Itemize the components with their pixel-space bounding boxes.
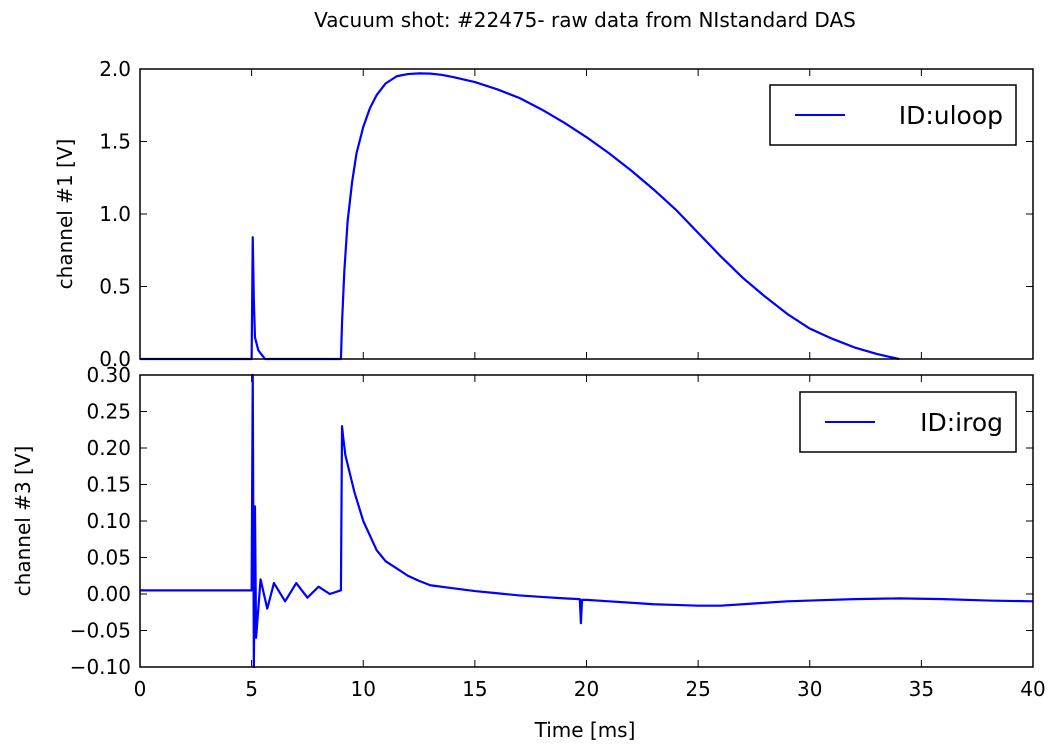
bottom-y-tick-label: 0.15 bbox=[86, 473, 131, 497]
x-tick-label: 35 bbox=[909, 677, 934, 701]
bottom-series-line-0 bbox=[140, 373, 1034, 669]
bottom-legend: ID:irog bbox=[799, 391, 1017, 453]
top-panel: 0.0 0.5 1.0 1.5 2.0 channel #1 [V] ID:uloop bbox=[53, 57, 1034, 371]
top-legend: ID:uloop bbox=[769, 84, 1017, 146]
top-y-axis-label: channel #1 [V] bbox=[53, 139, 77, 290]
bottom-y-tick-label: 0.00 bbox=[86, 582, 131, 606]
top-y-tick-label: 1.5 bbox=[99, 130, 131, 154]
x-tick-label: 5 bbox=[245, 677, 258, 701]
bottom-y-tick-label: 0.05 bbox=[86, 546, 131, 570]
bottom-y-tick-label: −0.05 bbox=[70, 619, 131, 643]
x-tick-label: 10 bbox=[351, 677, 376, 701]
bottom-legend-label: ID:irog bbox=[920, 408, 1003, 437]
x-tick-label: 15 bbox=[462, 677, 487, 701]
top-y-tick-label: 0.0 bbox=[99, 347, 131, 371]
bottom-y-tick-label: 0.20 bbox=[86, 436, 131, 460]
x-tick-label: 40 bbox=[1020, 677, 1045, 701]
x-tick-label: 20 bbox=[574, 677, 599, 701]
bottom-y-tick-label: −0.10 bbox=[70, 655, 131, 679]
top-ticks: 0.0 0.5 1.0 1.5 2.0 bbox=[99, 57, 1034, 371]
x-tick-label: 25 bbox=[685, 677, 710, 701]
bottom-ticks: −0.10 −0.05 0.00 0.05 0.10 0.15 0.20 0.25 0.30 0 5… bbox=[70, 363, 1046, 701]
x-tick-label: 0 bbox=[134, 677, 147, 701]
bottom-line-layer bbox=[140, 373, 1034, 669]
bottom-y-tick-label: 0.30 bbox=[86, 363, 131, 387]
bottom-panel: −0.10 −0.05 0.00 0.05 0.10 0.15 0.20 0.25 0.30 0 5… bbox=[11, 363, 1046, 701]
top-y-tick-label: 2.0 bbox=[99, 57, 131, 81]
bottom-y-axis-label: channel #3 [V] bbox=[11, 446, 35, 597]
bottom-y-tick-label: 0.10 bbox=[86, 509, 131, 533]
bottom-y-tick-label: 0.25 bbox=[86, 400, 131, 424]
x-axis-label: Time [ms] bbox=[534, 718, 636, 742]
top-legend-label: ID:uloop bbox=[899, 101, 1003, 130]
x-tick-label: 30 bbox=[797, 677, 822, 701]
top-y-tick-label: 0.5 bbox=[99, 275, 131, 299]
top-y-tick-label: 1.0 bbox=[99, 202, 131, 226]
figure-title: Vacuum shot: #22475- raw data from NIsta… bbox=[314, 8, 856, 32]
